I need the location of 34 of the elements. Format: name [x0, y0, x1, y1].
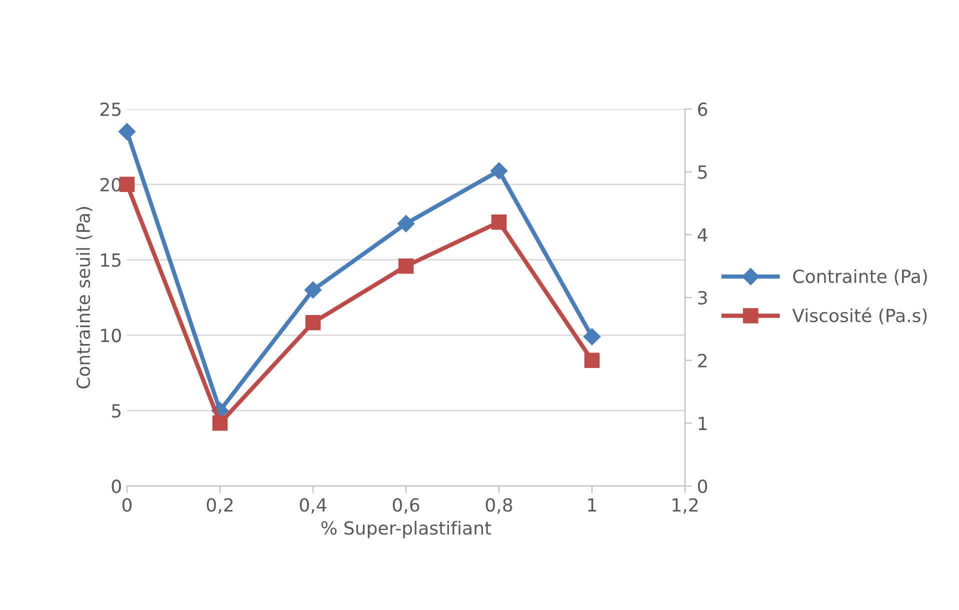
y2-tick-label: 6: [698, 102, 708, 116]
x-axis-title: % Super-plastifiant: [321, 520, 492, 538]
x-tick-label: 1: [588, 498, 596, 512]
point: [304, 281, 322, 299]
x-tick-label: 0,8: [486, 498, 512, 514]
point: [583, 328, 601, 346]
y2-tick-label: 1: [698, 416, 707, 430]
point: [212, 416, 228, 431]
y2-tick-label: 0: [698, 479, 708, 494]
point: [118, 123, 136, 140]
point: [398, 258, 414, 274]
point: [584, 352, 600, 368]
y2-tick-label: 5: [698, 166, 707, 179]
x-tick-label: 1,2: [672, 498, 698, 514]
y2-tick-label: 4: [698, 228, 708, 242]
y-tick-label: 5: [112, 404, 121, 418]
x-tick-label: 0,4: [300, 498, 326, 514]
x-tick-label: 0: [122, 498, 132, 512]
point: [305, 314, 321, 330]
x-tick-label: 0,6: [392, 498, 420, 514]
y-axis-title: Contrainte seuil (Pa): [76, 207, 92, 388]
point: [491, 214, 507, 230]
point: [119, 176, 135, 192]
x-tick-label: 0,2: [206, 498, 233, 514]
legend-label: Contrainte (Pa): [793, 269, 927, 286]
y2-tick-label: 3: [698, 290, 707, 305]
y-tick-label: 15: [101, 253, 121, 267]
y-tick-label: 25: [100, 102, 121, 116]
y-tick-label: 10: [101, 328, 121, 342]
point: [490, 162, 508, 180]
legend-label: Viscosité (Pa.s): [792, 308, 927, 324]
point: [397, 215, 415, 232]
y-tick-label: 0: [112, 479, 121, 494]
y2-tick-label: 2: [698, 354, 706, 368]
